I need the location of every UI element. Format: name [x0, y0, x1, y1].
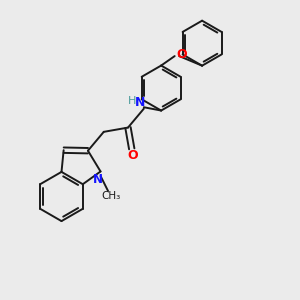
Text: CH₃: CH₃ — [101, 191, 121, 201]
Text: O: O — [128, 149, 138, 162]
Text: H: H — [128, 96, 136, 106]
Text: N: N — [135, 96, 146, 109]
Text: N: N — [93, 173, 103, 186]
Text: O: O — [176, 48, 187, 61]
